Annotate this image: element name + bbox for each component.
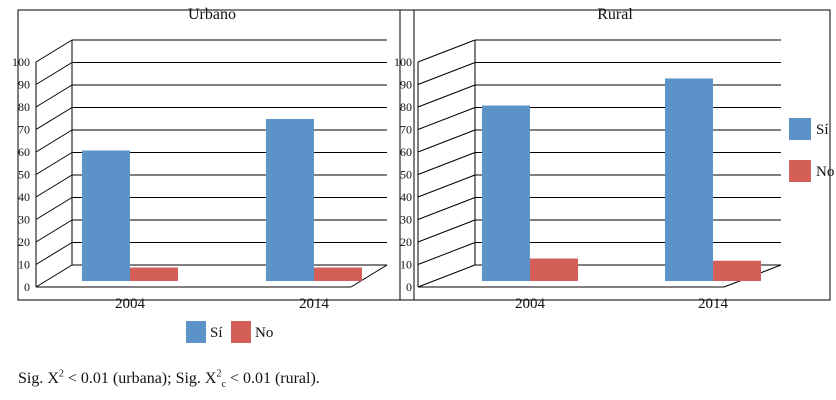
chart-0-bar-no-2004 — [130, 267, 178, 281]
chart-0-legend-swatch-0 — [186, 321, 206, 343]
chart-0-y-tick-label: 20 — [18, 235, 30, 249]
chart-0-y-tick-label: 10 — [18, 258, 30, 272]
chart-1-bar-no-2014 — [713, 260, 761, 281]
chart-0-bar-no-2014 — [314, 267, 362, 281]
chart-0-legend-label-0: Sí — [210, 325, 223, 341]
chart-0-x-tick-label: 2014 — [299, 296, 330, 312]
chart-1-x-tick-label: 2014 — [698, 296, 729, 312]
footnote-superscript-1: 2 — [58, 368, 64, 380]
chart-0-bar-si-2004 — [82, 150, 130, 281]
chart-1-bar-no-2004 — [530, 258, 578, 281]
footnote-prefix: Sig. X — [18, 370, 59, 387]
chart-0-y-tick-label: 30 — [18, 213, 30, 227]
chart-1-y-tick-label: 60 — [400, 145, 412, 159]
chart-1-y-tick-label: 50 — [400, 168, 412, 182]
chart-1-y-tick-label: 10 — [400, 258, 412, 272]
chart-1-gridline-diag — [417, 39, 476, 63]
chart-1-y-tick-label: 70 — [400, 123, 412, 137]
chart-0-gridline-diag — [35, 152, 73, 175]
chart-0-y-tick-label: 80 — [18, 100, 30, 114]
chart-1-y-tick-label: 30 — [400, 213, 412, 227]
footnote-subscript: c — [221, 379, 226, 391]
chart-0-legend-label-1: No — [255, 325, 273, 341]
chart-0-bar-si-2014 — [266, 119, 314, 281]
chart-1-y-tick-label: 100 — [394, 55, 412, 69]
chart-1-gridline-diag — [417, 219, 476, 243]
footnote-middle: < 0.01 (urbana); Sig. X — [63, 370, 217, 387]
chart-1-y-tick-label: 90 — [400, 78, 412, 92]
chart-1-y-tick-label: 0 — [406, 280, 412, 294]
chart-0-gridline-diag — [35, 39, 73, 63]
chart-0-legend-swatch-1 — [231, 321, 251, 343]
chart-0-gridline-diag — [35, 84, 73, 108]
chart-1-title: Rural — [597, 6, 633, 23]
chart-1-gridline-diag — [417, 174, 476, 198]
chart-1-x-tick-label: 2004 — [515, 296, 546, 312]
chart-0-panel-border — [17, 9, 415, 301]
chart-0-y-tick-label: 100 — [12, 55, 30, 69]
chart-1-bar-si-2004 — [482, 105, 530, 281]
chart-1-gridline-diag — [417, 197, 476, 220]
chart-0-gridline-diag — [35, 107, 73, 130]
chart-0-y-tick-label: 60 — [18, 145, 30, 159]
chart-0-gridline-diag — [35, 62, 73, 85]
chart-0-gridline-diag — [35, 219, 73, 243]
chart-0-gridline-diag — [35, 242, 73, 265]
chart-0-x-tick-label: 2004 — [115, 296, 146, 312]
chart-1-bar-si-2014 — [665, 78, 713, 281]
chart-1-legend-label-0: Sí — [816, 122, 829, 138]
chart-0-y-tick-label: 90 — [18, 78, 30, 92]
chart-1-legend-swatch-1 — [789, 160, 811, 182]
chart-1-gridline-diag — [417, 107, 476, 130]
chart-1-panel-border — [399, 9, 831, 301]
chart-0-gridline-diag — [35, 197, 73, 220]
chart-0-gridline-diag — [35, 264, 73, 288]
footnote-superscript-2: 2 — [216, 368, 222, 380]
chart-0-y-tick-label: 0 — [24, 280, 30, 294]
chart-1-gridline-diag — [417, 152, 476, 175]
footnote: Sig. X2 < 0.01 (urbana); Sig. X2c < 0.01… — [18, 368, 320, 391]
chart-0-title: Urbano — [188, 6, 236, 23]
chart-1-gridline-diag — [417, 129, 476, 153]
chart-1-legend-label-1: No — [816, 164, 834, 180]
chart-1-y-tick-label: 40 — [400, 190, 412, 204]
chart-0-y-tick-label: 50 — [18, 168, 30, 182]
chart-0-gridline-diag — [35, 129, 73, 153]
chart-0-gridline-diag — [35, 174, 73, 198]
chart-1-legend-swatch-0 — [789, 118, 811, 140]
chart-1-gridline-diag — [417, 242, 476, 265]
chart-0-y-tick-label: 40 — [18, 190, 30, 204]
chart-1-y-tick-label: 20 — [400, 235, 412, 249]
chart-0-floor-edge — [350, 264, 388, 288]
footnote-suffix: < 0.01 (rural). — [225, 370, 320, 387]
chart-1-gridline-diag — [417, 264, 476, 288]
chart-1-gridline-diag — [417, 84, 476, 108]
chart-0-y-tick-label: 70 — [18, 123, 30, 137]
chart-1-gridline-diag — [417, 62, 476, 85]
chart-1-y-tick-label: 80 — [400, 100, 412, 114]
